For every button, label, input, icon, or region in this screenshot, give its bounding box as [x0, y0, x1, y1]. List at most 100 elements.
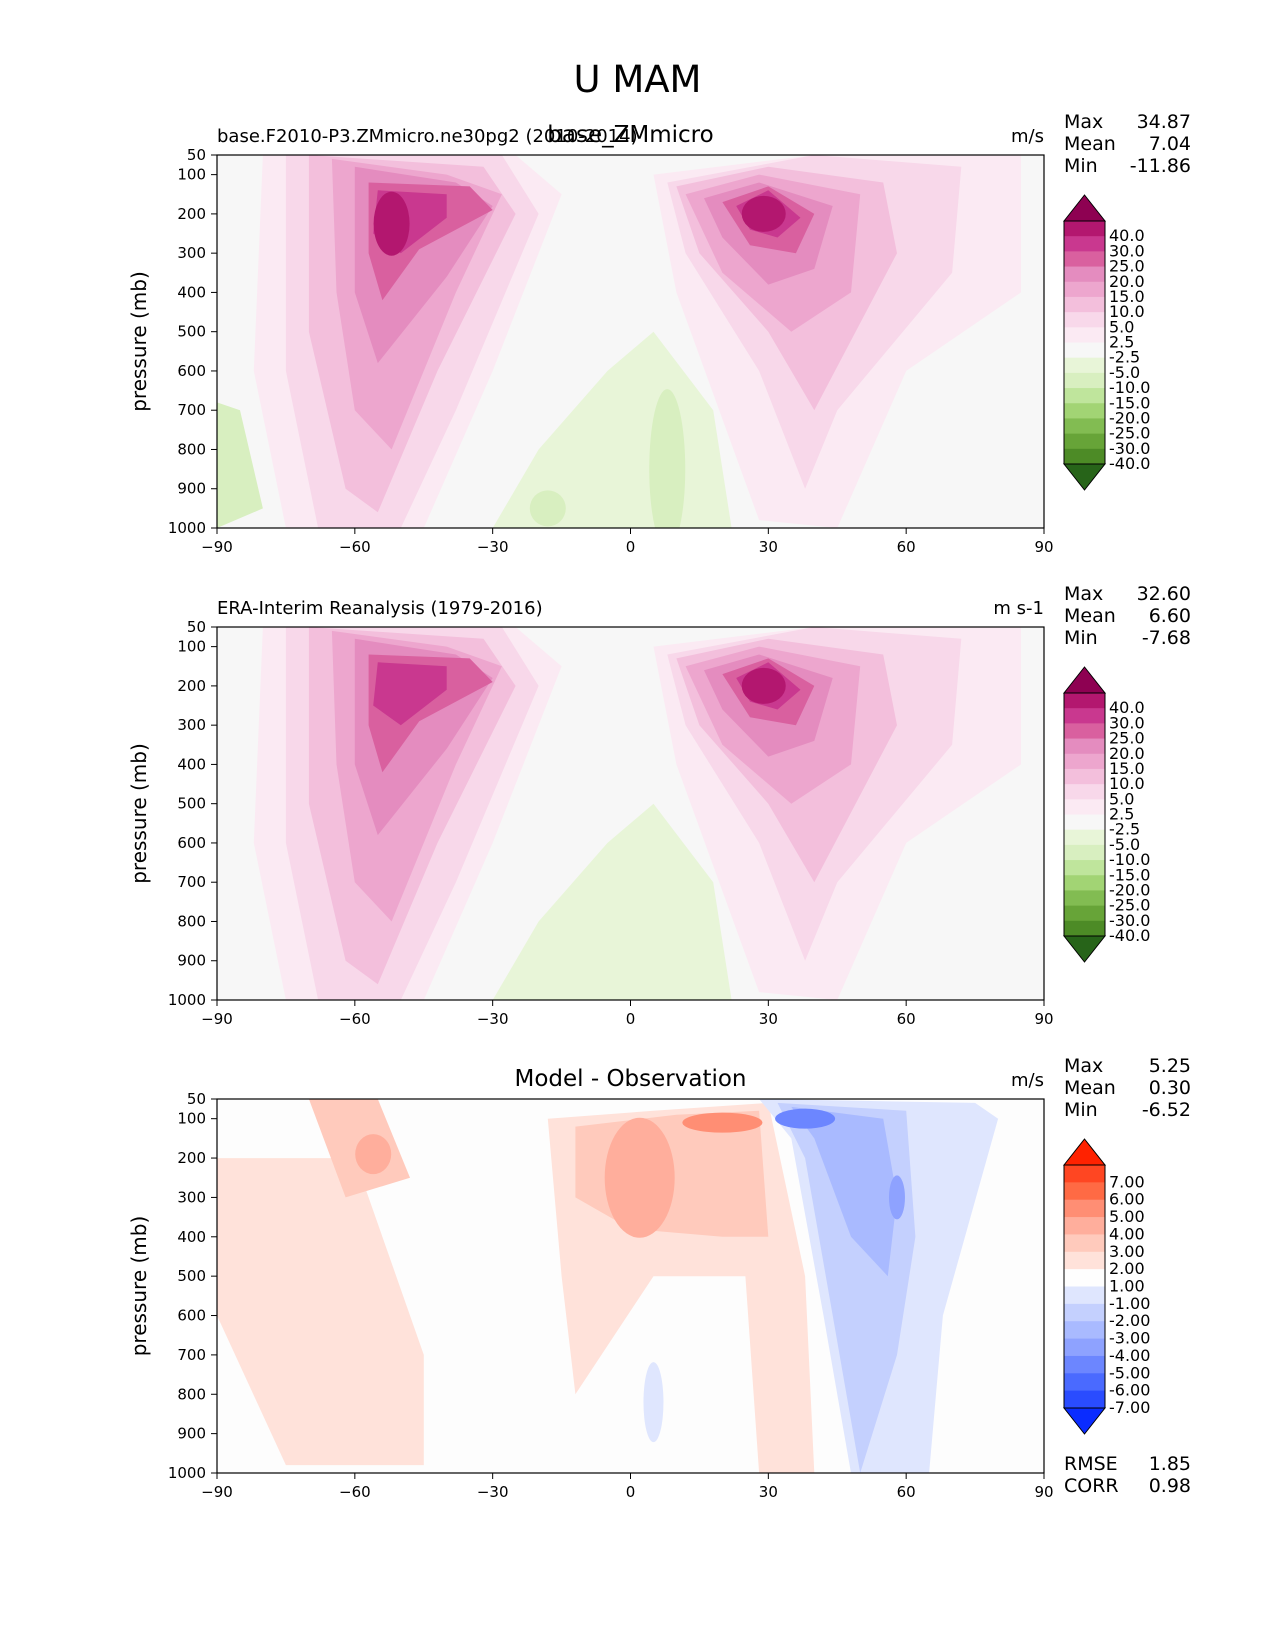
colorbar-label: 30.0 — [1109, 713, 1145, 732]
stat-label: Max — [1064, 1055, 1103, 1077]
colorbar-box — [1064, 448, 1105, 465]
y-tick-label: 300 — [177, 1188, 206, 1206]
x-tick-label: 30 — [759, 538, 778, 556]
contour-band — [791, 1106, 897, 1277]
colorbar-box — [1064, 1217, 1105, 1235]
y-tick-label: 500 — [177, 795, 206, 813]
x-tick-label: 60 — [897, 538, 916, 556]
colorbar-label: 25.0 — [1109, 257, 1145, 276]
colorbar-box — [1064, 738, 1105, 755]
y-tick-label: 700 — [177, 1346, 206, 1364]
colorbar-box — [1064, 296, 1105, 313]
y-tick-label: 1000 — [168, 991, 206, 1009]
colorbar-extend-bottom — [1062, 463, 1107, 491]
colorbar-label: 2.00 — [1109, 1259, 1145, 1278]
y-tick-label: 100 — [177, 638, 206, 656]
y-tick-label: 400 — [177, 1228, 206, 1246]
y-tick-label: 400 — [177, 283, 206, 301]
colorbar-box — [1064, 403, 1105, 419]
x-tick-label: −30 — [477, 1483, 509, 1501]
y-tick-label: 50 — [187, 1090, 206, 1108]
y-tick-label: 300 — [177, 244, 206, 262]
colorbar-box — [1064, 251, 1105, 268]
x-tick-label: −30 — [477, 538, 509, 556]
stat-label: Max — [1064, 583, 1103, 605]
colorbar-label: -5.00 — [1109, 1363, 1150, 1382]
colorbar-box — [1064, 372, 1105, 389]
contour-band — [775, 1108, 836, 1129]
x-tick-label: 30 — [759, 1483, 778, 1501]
colorbar-box — [1064, 1165, 1105, 1183]
colorbar-label: -10.0 — [1109, 378, 1150, 397]
colorbar-label: 4.00 — [1109, 1224, 1145, 1243]
y-tick-label: 600 — [177, 1307, 206, 1325]
contour-band — [888, 1175, 905, 1220]
colorbar-label: 5.0 — [1109, 317, 1134, 336]
colorbar-label: -4.00 — [1109, 1346, 1150, 1365]
colorbar-box — [1064, 1182, 1105, 1201]
x-tick-label: −60 — [339, 1010, 371, 1028]
colorbar-label: -7.00 — [1109, 1398, 1150, 1417]
stat-label: Max — [1064, 111, 1103, 133]
colorbar-label: -15.0 — [1109, 865, 1150, 884]
colorbar-box — [1064, 799, 1105, 815]
colorbar-label: 5.0 — [1109, 789, 1134, 808]
y-axis-label: pressure (mb) — [127, 1216, 151, 1357]
colorbar-label: 10.0 — [1109, 302, 1145, 321]
stat-label: Mean — [1064, 1077, 1116, 1099]
colorbar-box — [1064, 1199, 1105, 1218]
units-label: m s-1 — [993, 598, 1044, 619]
colorbar-extend-top — [1062, 194, 1107, 222]
colorbar-box — [1064, 1338, 1105, 1357]
y-tick-label: 500 — [177, 323, 206, 341]
y-tick-label: 100 — [177, 166, 206, 184]
colorbar-extend-bottom — [1062, 1407, 1107, 1435]
units-label: m/s — [1011, 1070, 1044, 1091]
colorbar-box — [1064, 1373, 1105, 1392]
y-tick-label: 1000 — [168, 1464, 206, 1482]
contour-band — [529, 490, 566, 527]
colorbar-label: 2.5 — [1109, 333, 1134, 352]
panel-title-left: base.F2010-P3.ZMmicro.ne30pg2 (2010-2014… — [217, 126, 638, 147]
colorbar-label: -5.0 — [1109, 835, 1140, 854]
colorbar-label: 40.0 — [1109, 226, 1145, 245]
contour-band — [373, 662, 447, 726]
colorbar-box — [1064, 905, 1105, 922]
colorbar-label: 25.0 — [1109, 729, 1145, 748]
y-tick-label: 50 — [187, 146, 206, 164]
figure-title: U MAM — [573, 58, 702, 101]
colorbar: 7.006.005.004.003.002.001.00-1.00-2.00-3… — [1062, 1138, 1150, 1435]
stat-value: -7.68 — [1142, 627, 1191, 649]
y-tick-label: 800 — [177, 1385, 206, 1403]
stat-value: 34.87 — [1137, 111, 1191, 133]
x-tick-label: −90 — [201, 1483, 233, 1501]
x-tick-label: 90 — [1034, 538, 1053, 556]
colorbar-box — [1064, 768, 1105, 785]
units-label: m/s — [1011, 126, 1044, 147]
y-tick-label: 600 — [177, 834, 206, 852]
colorbar-box — [1064, 266, 1105, 283]
stat-value: 6.60 — [1149, 605, 1191, 627]
y-tick-label: 300 — [177, 716, 206, 734]
y-tick-label: 400 — [177, 755, 206, 773]
colorbar-box — [1064, 829, 1105, 846]
stat-value: 32.60 — [1137, 583, 1191, 605]
y-axis-label: pressure (mb) — [127, 271, 151, 412]
x-tick-label: −90 — [201, 1010, 233, 1028]
x-tick-label: −60 — [339, 1483, 371, 1501]
colorbar-box — [1064, 433, 1105, 450]
x-tick-label: 60 — [897, 1010, 916, 1028]
colorbar-box — [1064, 1321, 1105, 1340]
colorbar-extend-bottom — [1062, 935, 1107, 963]
stat-label: Mean — [1064, 605, 1116, 627]
y-tick-label: 800 — [177, 912, 206, 930]
colorbar-box — [1064, 890, 1105, 907]
stat-value: 7.04 — [1149, 133, 1191, 155]
y-tick-label: 700 — [177, 401, 206, 419]
y-tick-label: 700 — [177, 873, 206, 891]
stat-label: RMSE — [1064, 1453, 1118, 1475]
x-tick-label: −60 — [339, 538, 371, 556]
colorbar-label: -20.0 — [1109, 408, 1150, 427]
x-tick-label: −30 — [477, 1010, 509, 1028]
